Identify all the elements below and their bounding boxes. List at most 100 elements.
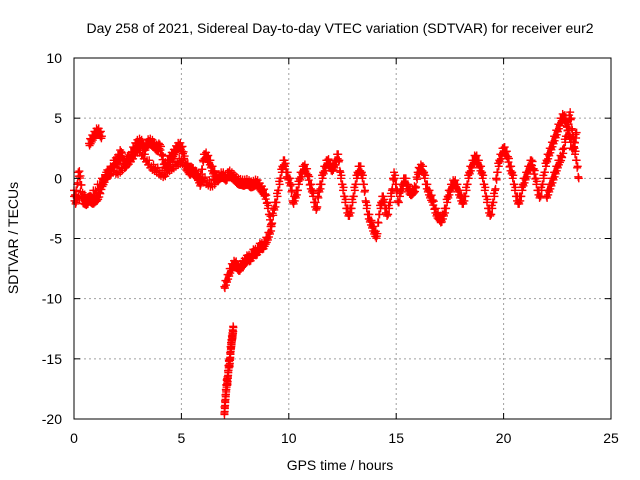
data-point: [401, 174, 410, 183]
data-point: [388, 184, 397, 193]
data-point: [566, 108, 575, 117]
data-point: [404, 180, 413, 189]
data-point: [158, 166, 167, 175]
data-point: [555, 158, 564, 167]
y-tick-label: 0: [54, 170, 62, 186]
data-point: [314, 193, 323, 202]
data-point: [367, 216, 376, 225]
data-point: [361, 186, 370, 195]
data-point: [567, 114, 576, 123]
data-point: [540, 168, 549, 177]
data-point: [389, 175, 398, 184]
data-point: [425, 186, 434, 195]
data-point: [356, 162, 365, 171]
data-point: [156, 142, 165, 151]
data-point: [419, 162, 428, 171]
data-point: [477, 162, 486, 171]
data-point: [262, 191, 271, 200]
data-point: [79, 194, 88, 203]
data-point: [286, 180, 295, 189]
data-point: [211, 176, 220, 185]
data-point: [96, 127, 105, 136]
data-point: [269, 211, 278, 220]
data-point: [369, 222, 378, 231]
axes: [73, 57, 612, 420]
x-tick-label: 0: [70, 430, 78, 446]
data-point: [198, 165, 207, 174]
data-point: [293, 186, 302, 195]
data-point: [153, 163, 162, 172]
data-point: [455, 186, 464, 195]
data-point: [394, 198, 403, 207]
data-point: [365, 210, 374, 219]
data-point: [474, 156, 483, 165]
data-point: [77, 180, 86, 189]
data-point: [264, 201, 273, 210]
data-point: [568, 126, 577, 135]
data-point: [453, 180, 462, 189]
data-point: [492, 175, 501, 184]
data-point: [229, 323, 238, 332]
data-point: [472, 151, 481, 160]
data-point: [358, 171, 367, 180]
data-point: [97, 132, 106, 141]
data-points: [70, 108, 583, 419]
data-point: [335, 156, 344, 165]
data-point: [179, 155, 188, 164]
data-point: [196, 170, 205, 179]
data-point: [309, 189, 318, 198]
y-axis-label: SDTVAR / TECUs: [5, 182, 21, 294]
data-point: [483, 195, 492, 204]
data-point: [110, 162, 119, 171]
data-point: [210, 180, 219, 189]
data-point: [267, 222, 276, 231]
data-point: [386, 198, 395, 207]
data-point: [351, 180, 360, 189]
data-point: [413, 175, 422, 184]
data-point: [489, 198, 498, 207]
data-point: [206, 156, 215, 165]
data-point: [502, 147, 511, 156]
data-point: [412, 183, 421, 192]
data-point: [571, 147, 580, 156]
data-point: [334, 150, 343, 159]
data-point: [192, 167, 201, 176]
x-tick-label: 15: [388, 430, 404, 446]
data-point: [391, 171, 400, 180]
data-point: [363, 201, 372, 210]
data-point: [337, 171, 346, 180]
data-point: [285, 174, 294, 183]
data-point: [276, 174, 285, 183]
data-point: [80, 190, 89, 199]
data-point: [491, 184, 500, 193]
data-point: [504, 154, 513, 163]
x-tick-label: 20: [496, 430, 512, 446]
data-point: [208, 162, 217, 171]
data-point: [311, 198, 320, 207]
data-point: [145, 156, 154, 165]
data-point: [481, 183, 490, 192]
y-tick-label: -5: [50, 231, 63, 247]
data-point: [281, 159, 290, 168]
data-point: [140, 150, 149, 159]
x-tick-label: 10: [281, 430, 297, 446]
y-tick-label: 5: [54, 110, 62, 126]
x-tick-label: 5: [178, 430, 186, 446]
data-point: [509, 171, 518, 180]
data-point: [560, 144, 569, 153]
data-point: [532, 177, 541, 186]
data-point: [307, 180, 316, 189]
data-point: [421, 171, 430, 180]
data-point: [260, 185, 269, 194]
data-point: [339, 183, 348, 192]
data-point: [178, 142, 187, 151]
data-point: [96, 189, 105, 198]
data-point: [461, 192, 470, 201]
y-tick-label: -20: [42, 411, 62, 427]
data-point: [487, 210, 496, 219]
data-point: [427, 191, 436, 200]
data-point: [349, 192, 358, 201]
data-point: [149, 160, 158, 169]
data-point: [317, 180, 326, 189]
data-point: [374, 218, 383, 227]
